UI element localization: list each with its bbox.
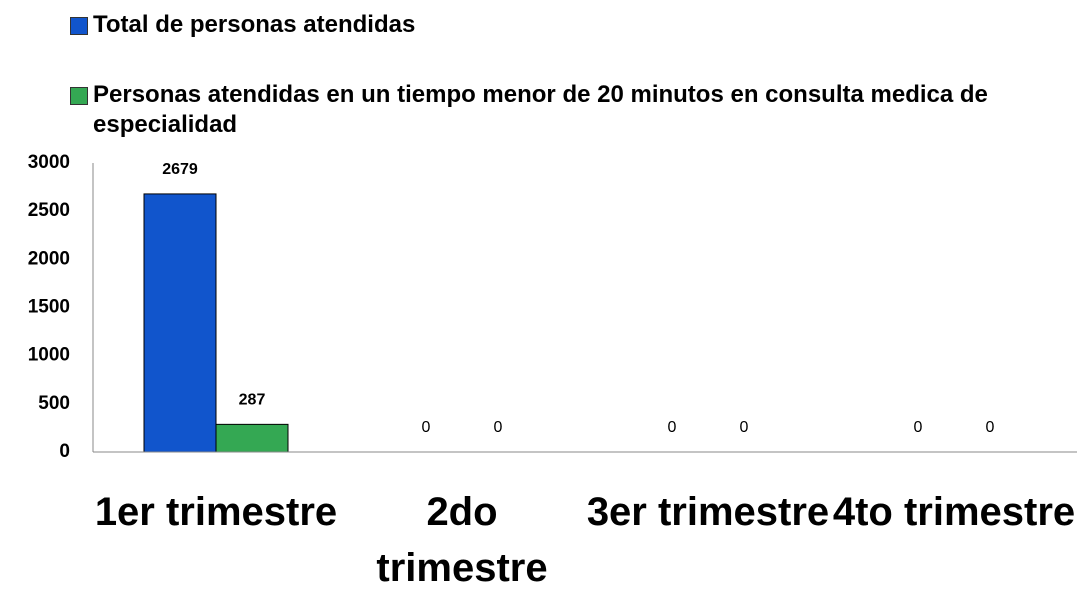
data-label: 0 <box>668 419 677 436</box>
y-tick-label: 2000 <box>28 248 70 269</box>
legend-swatch <box>70 87 88 105</box>
data-label: 0 <box>914 419 923 436</box>
bar <box>215 423 289 453</box>
y-tick-label: 1000 <box>28 345 70 366</box>
x-tick-label: 3er trimestre <box>586 490 830 534</box>
legend-label: Total de personas atendidas <box>93 11 416 38</box>
legend-item: Personas atendidas en un tiempo menor de… <box>70 80 1013 140</box>
bar <box>143 193 217 453</box>
y-tick-label: 2500 <box>28 200 70 221</box>
y-tick-label: 0 <box>59 441 70 462</box>
legend-swatch <box>70 17 88 35</box>
x-tick-label: 1er trimestre <box>94 490 338 534</box>
y-tick-label: 1500 <box>28 297 70 318</box>
legend-item: Total de personas atendidas <box>70 10 1013 40</box>
x-tick-label: 4to trimestre <box>832 490 1076 534</box>
y-tick-label: 3000 <box>28 152 70 173</box>
y-tick-label: 500 <box>38 393 70 414</box>
data-label: 0 <box>494 419 503 436</box>
data-label: 0 <box>422 419 431 436</box>
x-tick-label: 2do trimestre <box>376 490 548 590</box>
data-label: 0 <box>740 419 749 436</box>
data-label: 2679 <box>162 161 198 178</box>
chart: 0 500 1000 1500 2000 2500 3000 2679 287 0 0 0 0 0 0 <box>28 152 1077 462</box>
page: {"chart_data": {"type": "bar", "categori… <box>27 10 1077 590</box>
data-label: 287 <box>239 392 266 409</box>
legend-label: Personas atendidas en un tiempo menor de… <box>93 81 988 138</box>
data-label: 0 <box>986 419 995 436</box>
